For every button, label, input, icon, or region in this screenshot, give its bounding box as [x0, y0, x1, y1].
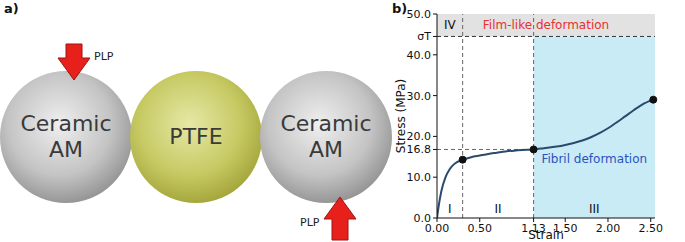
svg-text:1.13: 1.13 [521, 222, 546, 235]
svg-text:IV: IV [444, 18, 457, 32]
svg-text:III: III [589, 202, 600, 216]
svg-text:0.50: 0.50 [467, 222, 492, 235]
svg-text:2.00: 2.00 [596, 222, 621, 235]
svg-text:a): a) [4, 1, 19, 16]
svg-text:50.0: 50.0 [407, 8, 432, 21]
svg-text:Fibril deformation: Fibril deformation [541, 152, 647, 166]
svg-text:PLP: PLP [300, 216, 320, 229]
svg-text:0.00: 0.00 [424, 221, 450, 235]
svg-text:0.0: 0.0 [414, 212, 432, 225]
svg-text:40.0: 40.0 [407, 49, 432, 62]
svg-text:20.0: 20.0 [407, 130, 432, 143]
html-text:PTFE: PTFE [169, 124, 223, 149]
html-text:Ceramic AM: Ceramic AM [280, 111, 372, 162]
svg-text:b): b) [392, 1, 407, 16]
svg-text:Stress (MPa): Stress (MPa) [394, 79, 408, 153]
html-text:Ceramic AM: Ceramic AM [20, 111, 112, 162]
svg-text:1.50: 1.50 [553, 222, 578, 235]
svg-text:σT: σT [417, 30, 431, 43]
svg-text:Film-like deformation: Film-like deformation [483, 18, 609, 32]
svg-text:II: II [495, 202, 502, 216]
svg-text:16.8: 16.8 [407, 143, 432, 156]
svg-text:PLP: PLP [94, 50, 114, 63]
svg-text:I: I [448, 202, 452, 216]
svg-text:30.0: 30.0 [407, 90, 432, 103]
svg-text:Strain: Strain [528, 228, 564, 242]
svg-text:2.50: 2.50 [638, 222, 663, 235]
svg-text:10.0: 10.0 [407, 171, 432, 184]
